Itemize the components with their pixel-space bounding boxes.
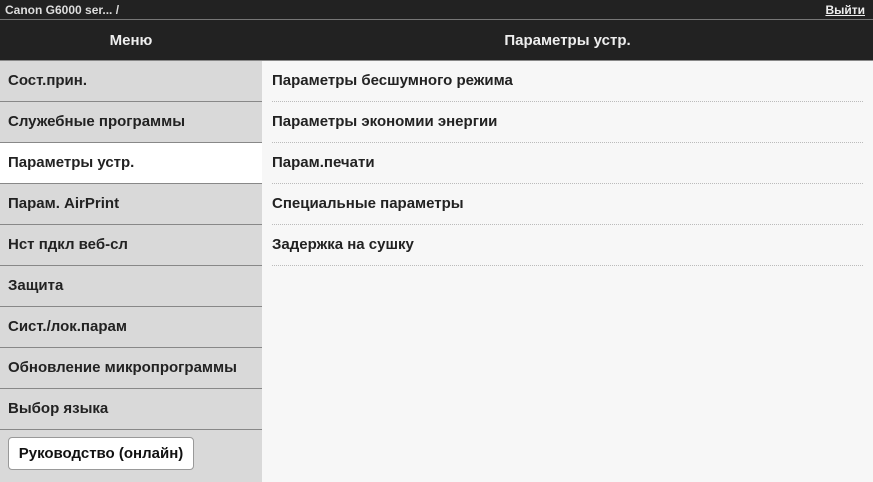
- sidebar-item-language[interactable]: Выбор языка: [0, 389, 262, 430]
- menu-header: Меню: [0, 20, 262, 61]
- sidebar-item-web-service[interactable]: Нст пдкл веб-сл: [0, 225, 262, 266]
- sidebar-item-security[interactable]: Защита: [0, 266, 262, 307]
- sidebar-item-utilities[interactable]: Служебные программы: [0, 102, 262, 143]
- list-item-energy-saving[interactable]: Параметры экономии энергии: [272, 102, 863, 143]
- sidebar-item-printer-status[interactable]: Сост.прин.: [0, 61, 262, 102]
- page-title: Параметры устр.: [262, 20, 873, 61]
- list-item-print-settings[interactable]: Парам.печати: [272, 143, 863, 184]
- sidebar: Сост.прин. Служебные программы Параметры…: [0, 61, 262, 482]
- list-item-drying-delay[interactable]: Задержка на сушку: [272, 225, 863, 266]
- sidebar-item-system-settings[interactable]: Сист./лок.парам: [0, 307, 262, 348]
- settings-list: Параметры бесшумного режима Параметры эк…: [262, 61, 873, 482]
- list-item-special-settings[interactable]: Специальные параметры: [272, 184, 863, 225]
- printer-title: Canon G6000 ser... /: [5, 3, 120, 17]
- sidebar-item-airprint[interactable]: Парам. AirPrint: [0, 184, 262, 225]
- logout-link[interactable]: Выйти: [825, 3, 865, 17]
- list-item-quiet-mode[interactable]: Параметры бесшумного режима: [272, 61, 863, 102]
- top-bar: Canon G6000 ser... / Выйти: [0, 0, 873, 20]
- online-manual-button[interactable]: Руководство (онлайн): [8, 437, 194, 470]
- sidebar-item-device-settings[interactable]: Параметры устр.: [0, 143, 262, 184]
- sidebar-item-firmware-update[interactable]: Обновление микропрограммы: [0, 348, 262, 389]
